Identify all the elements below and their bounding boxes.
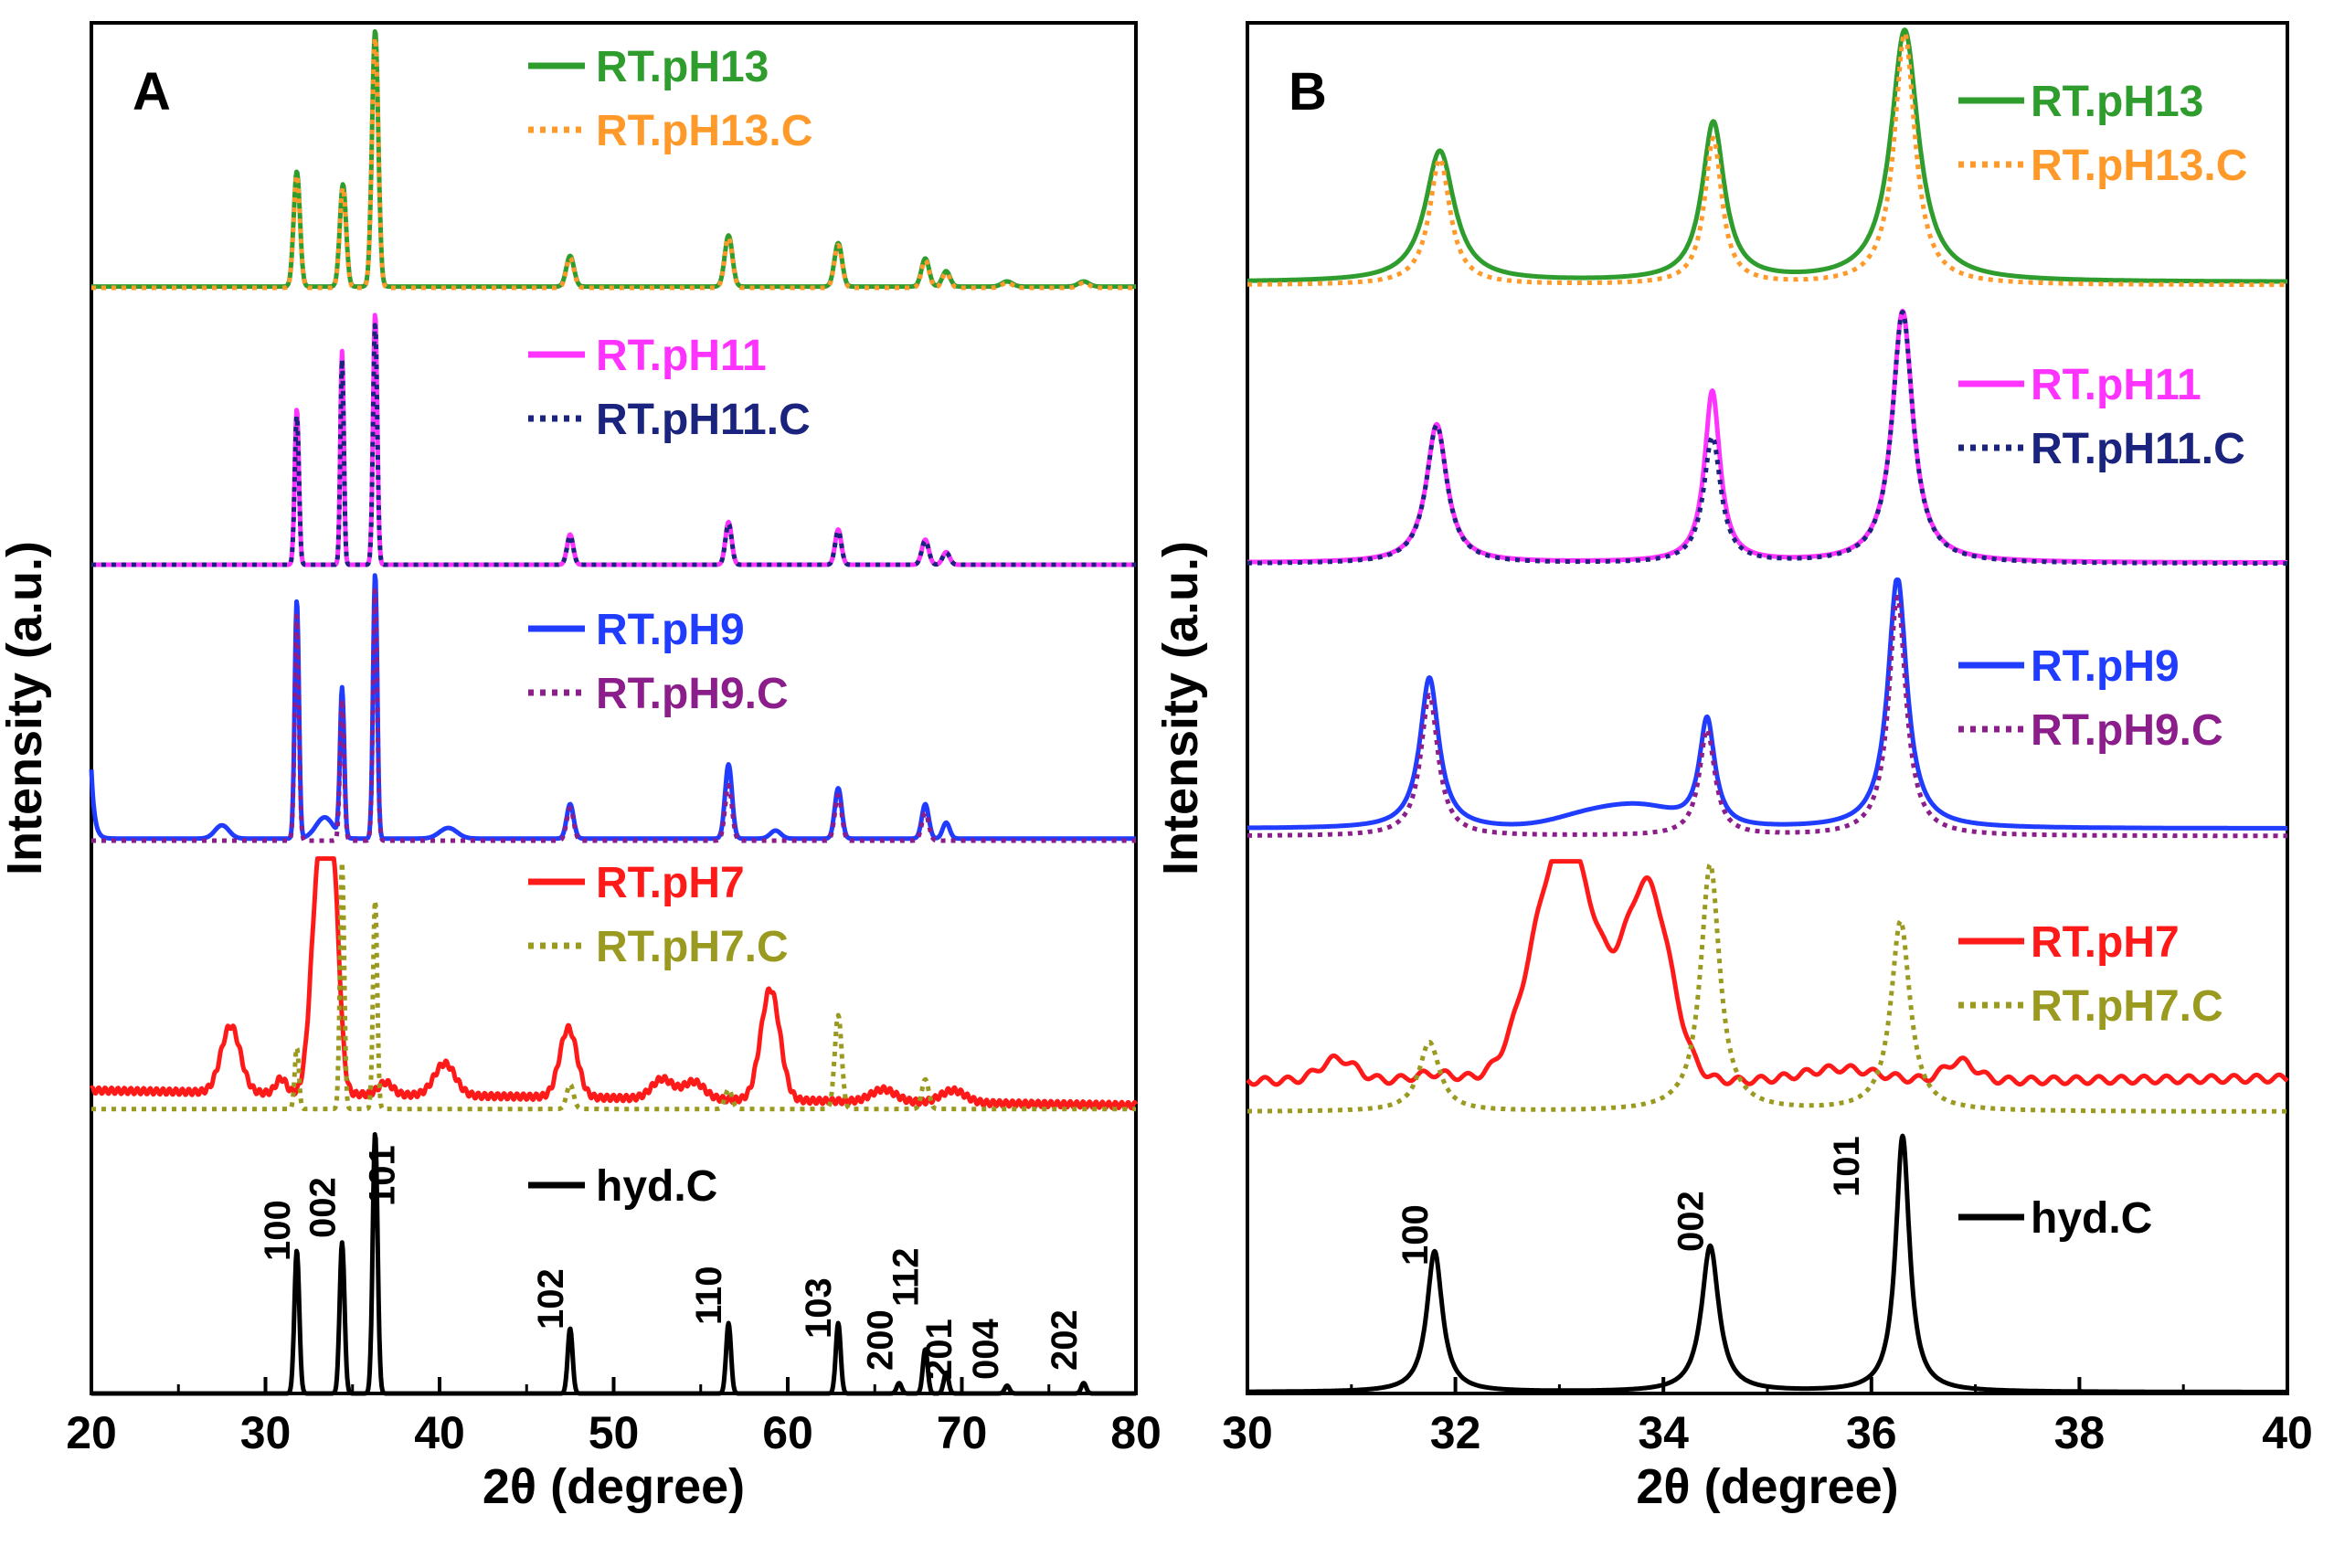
x-tick-label: 38 xyxy=(2054,1407,2106,1458)
panel-a: A RT.pH13 RT.pH13.C RT.pH11 RT.pH11.C RT.pH9 R… xyxy=(0,21,1162,1514)
x-tick-label: 80 xyxy=(1110,1407,1162,1458)
legend-label-rt-ph13: RT.pH13 xyxy=(596,43,769,91)
x-tick-label: 32 xyxy=(1430,1407,1481,1458)
panel-label: B xyxy=(1289,62,1327,122)
legend-label-rt-ph11-c: RT.pH11.C xyxy=(596,396,811,444)
legend-label-rt-ph7-c: RT.pH7.C xyxy=(596,923,789,971)
series-line-rt-ph7-c xyxy=(1246,862,2289,1114)
x-axis-label: 2θ (degree) xyxy=(1636,1459,1898,1514)
legend-label-rt-ph13-c: RT.pH13.C xyxy=(2031,142,2247,190)
peak-label-002: 002 xyxy=(302,1177,343,1238)
series-line-rt-ph9-c xyxy=(90,588,1138,843)
legend-label-rt-ph7: RT.pH7 xyxy=(2031,918,2180,967)
series-line-rt-ph13-c xyxy=(90,36,1138,291)
legend-label-rt-ph9-c: RT.pH9.C xyxy=(2031,706,2223,755)
peak-label-101: 101 xyxy=(1827,1136,1867,1197)
y-axis-label: Intensity (a.u.) xyxy=(0,541,52,875)
legend-label-rt-ph11-c: RT.pH11.C xyxy=(2031,425,2245,473)
peak-label-004: 004 xyxy=(966,1318,1006,1379)
peak-label-201: 201 xyxy=(919,1319,960,1380)
peak-label-101: 101 xyxy=(363,1145,403,1206)
series-line-rt-ph11-c xyxy=(90,323,1138,567)
series-line-rt-ph13 xyxy=(1246,27,2289,284)
peak-label-100: 100 xyxy=(1395,1204,1436,1266)
panel-label: A xyxy=(133,62,171,122)
peak-label-200: 200 xyxy=(860,1309,900,1371)
peak-label-100: 100 xyxy=(258,1200,298,1261)
x-axis-label: 2θ (degree) xyxy=(483,1459,745,1514)
panel-b: B RT.pH13 RT.pH13.C RT.pH11 RT.pH11.C RT.pH9 R… xyxy=(1153,21,2313,1514)
series-line-rt-ph7 xyxy=(89,856,1139,1111)
x-tick-label: 30 xyxy=(240,1407,292,1458)
legend-label-hyd-c: hyd.C xyxy=(2031,1194,2152,1243)
legend-label-rt-ph11: RT.pH11 xyxy=(596,332,767,380)
x-tick-label: 60 xyxy=(762,1407,813,1458)
legend-label-rt-ph9-c: RT.pH9.C xyxy=(596,670,789,718)
legend-label-rt-ph7: RT.pH7 xyxy=(596,859,745,907)
legend-label-hyd-c: hyd.C xyxy=(596,1162,717,1211)
peak-label-202: 202 xyxy=(1045,1309,1085,1371)
series-line-rt-ph11-c xyxy=(1246,310,2289,567)
series-line-rt-ph9-c xyxy=(1246,594,2289,839)
legend-label-rt-ph11: RT.pH11 xyxy=(2031,361,2201,409)
peak-label-102: 102 xyxy=(531,1268,571,1330)
legend-label-rt-ph13: RT.pH13 xyxy=(2031,78,2203,126)
legend-label-rt-ph13-c: RT.pH13.C xyxy=(596,107,812,155)
y-axis-label: Intensity (a.u.) xyxy=(1153,541,1208,875)
peak-label-103: 103 xyxy=(799,1277,839,1339)
legend-label-rt-ph7-c: RT.pH7.C xyxy=(2031,982,2223,1031)
x-tick-label: 40 xyxy=(2262,1407,2313,1458)
x-tick-label: 36 xyxy=(1846,1407,1897,1458)
series-line-rt-ph7-c xyxy=(90,860,1138,1112)
series-line-rt-ph13-c xyxy=(1246,31,2289,288)
legend-label-rt-ph9: RT.pH9 xyxy=(2031,642,2180,691)
legend-label-rt-ph9: RT.pH9 xyxy=(596,606,745,654)
peak-label-110: 110 xyxy=(689,1266,729,1325)
x-tick-label: 30 xyxy=(1222,1407,1273,1458)
x-tick-label: 40 xyxy=(414,1407,465,1458)
x-tick-label: 50 xyxy=(589,1407,640,1458)
peak-label-002: 002 xyxy=(1671,1191,1711,1252)
x-tick-label: 70 xyxy=(937,1407,988,1458)
series-line-rt-ph7 xyxy=(1246,859,2289,1087)
x-tick-label: 20 xyxy=(66,1407,117,1458)
series-line-rt-ph9 xyxy=(1246,577,2289,831)
x-tick-label: 34 xyxy=(1638,1407,1689,1458)
peak-label-112: 112 xyxy=(886,1247,927,1307)
